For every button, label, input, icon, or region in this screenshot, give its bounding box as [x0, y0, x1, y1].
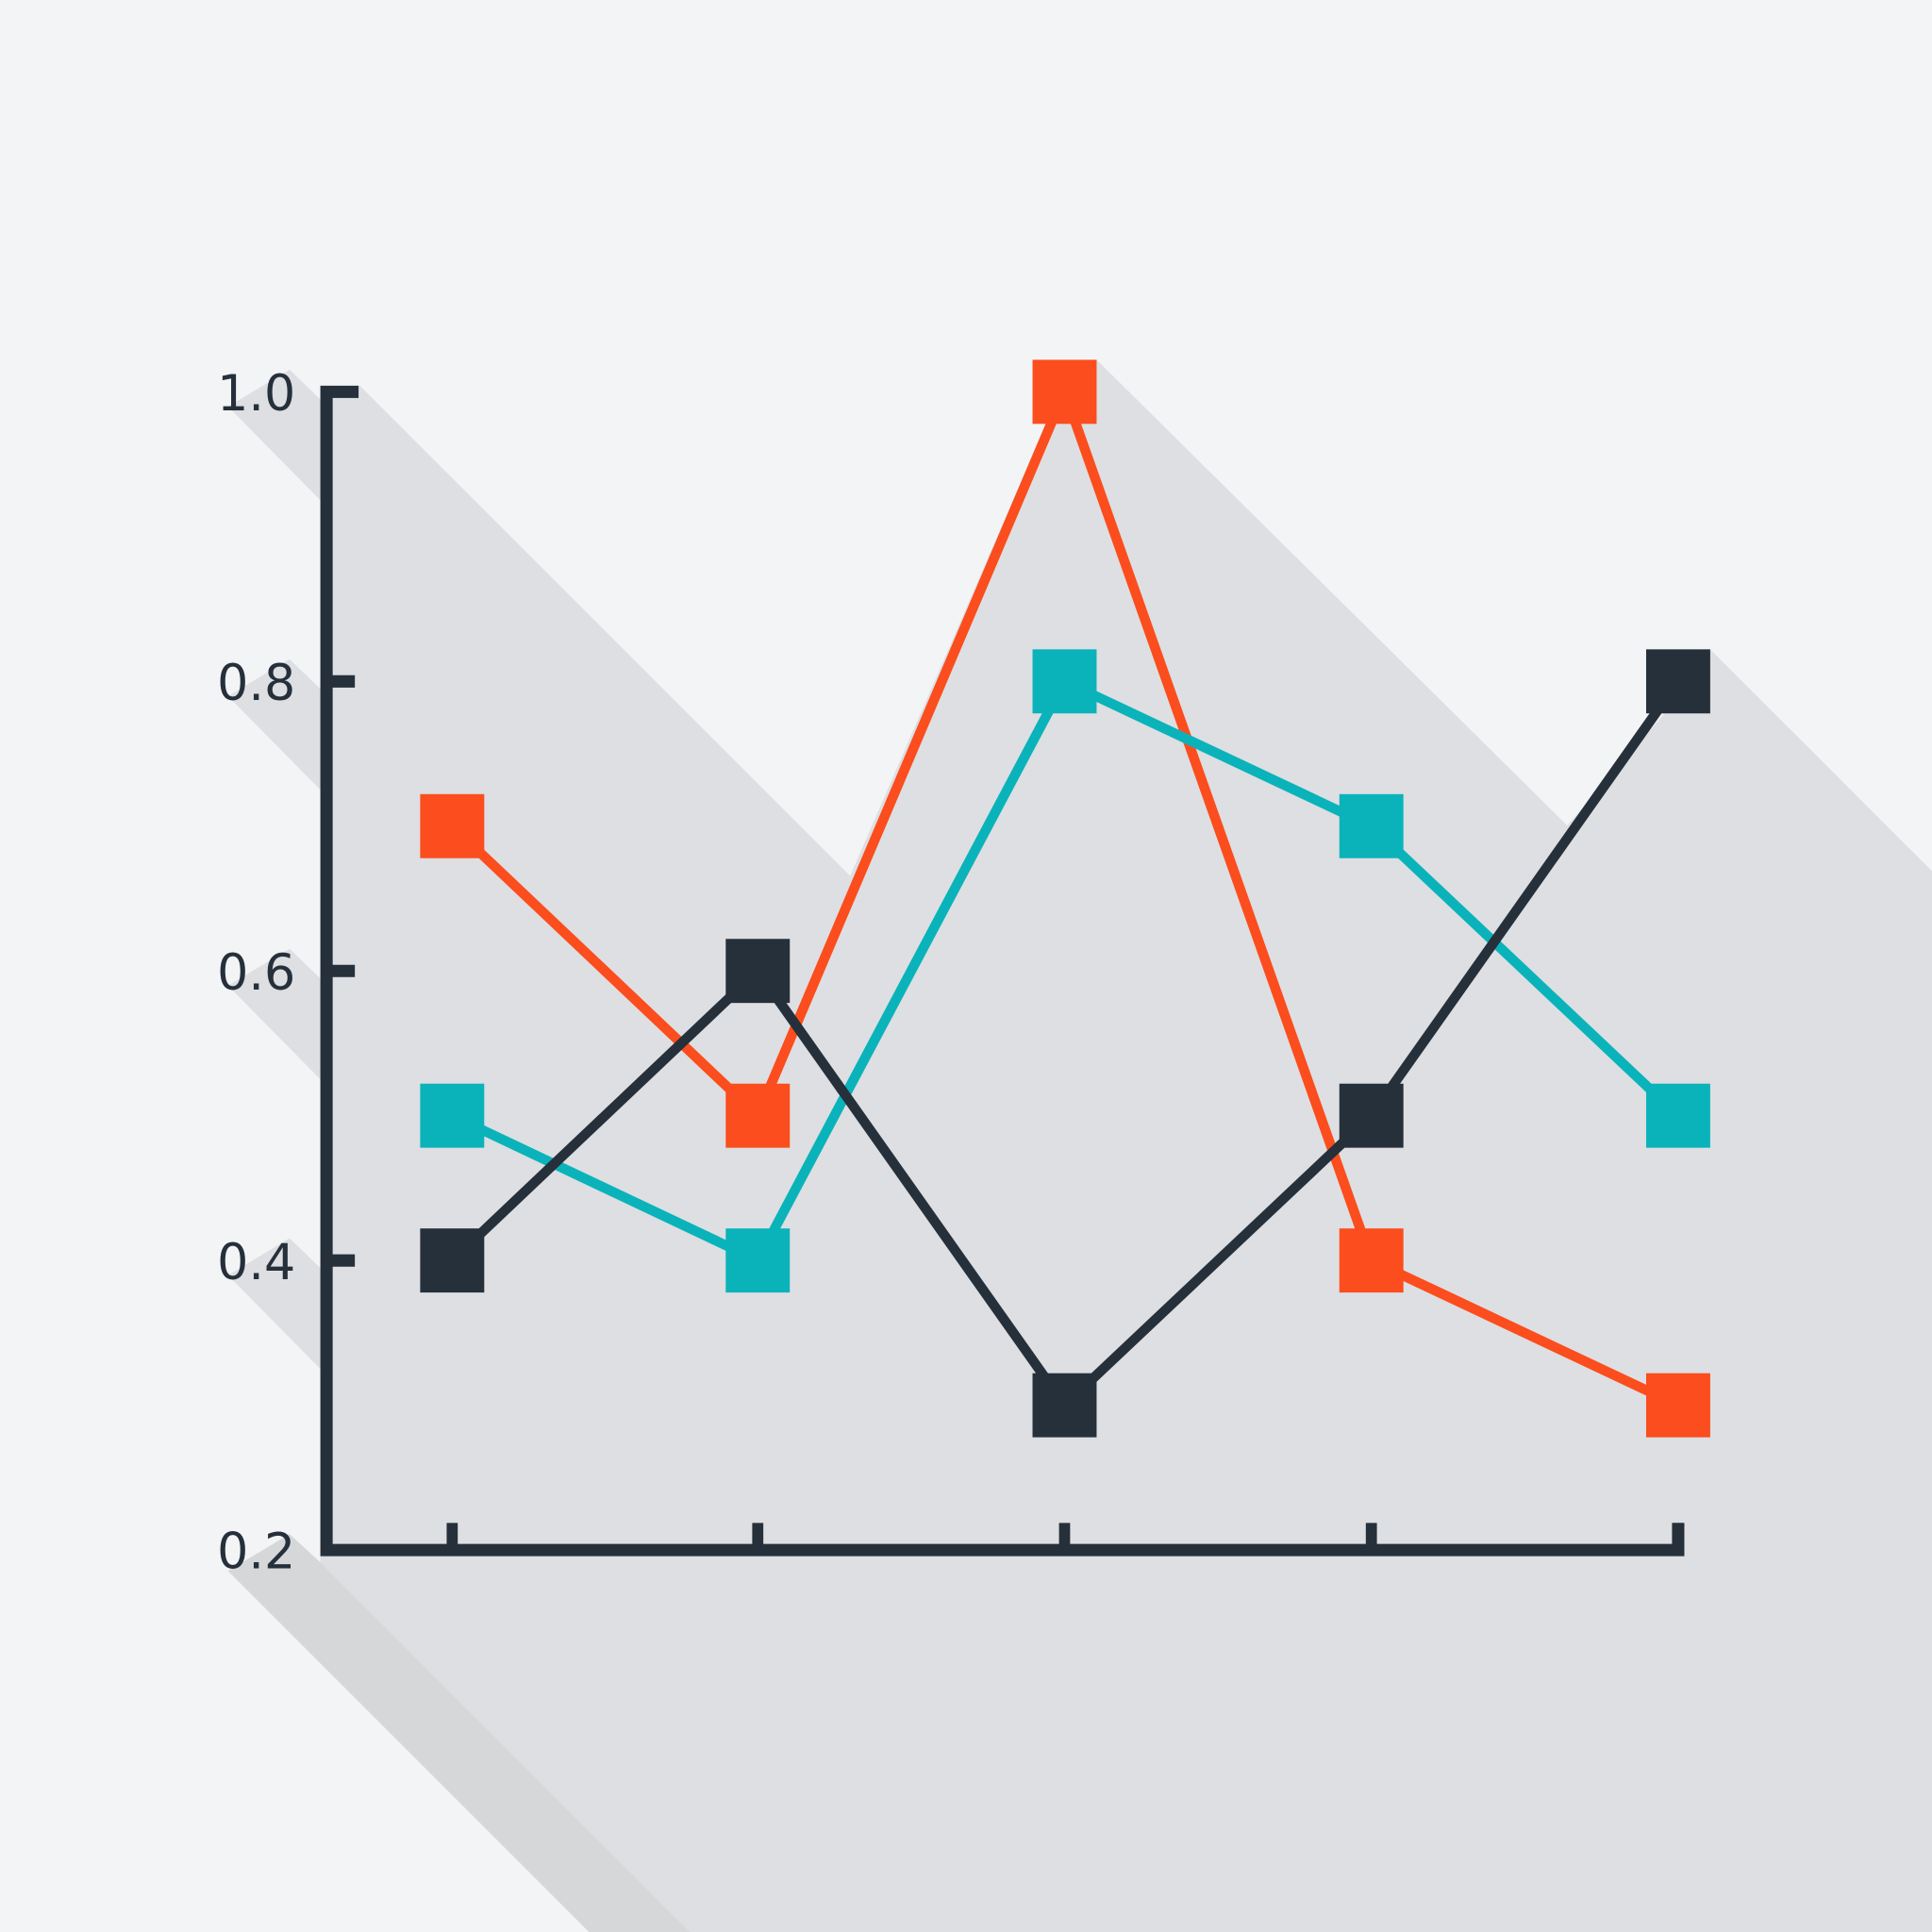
label-shadow	[227, 1238, 324, 1372]
series-1-marker	[1339, 793, 1404, 858]
series-2-marker	[725, 939, 791, 1004]
long-shadow	[227, 359, 1932, 1932]
label-shadow	[227, 948, 324, 1082]
series-1-marker	[1645, 1083, 1710, 1148]
y-tick-labels: 0.2 0.4 0.6 0.8 1.0	[217, 366, 295, 1581]
y-tick-label: 0.6	[217, 945, 295, 1002]
series-2-marker	[420, 1228, 485, 1293]
series-0-marker	[1645, 1373, 1710, 1438]
series-2-marker	[1339, 1083, 1404, 1148]
y-tick-label: 0.8	[217, 656, 295, 712]
y-tick-label: 0.4	[217, 1235, 295, 1291]
series-0-marker	[420, 793, 485, 858]
series-2-marker	[1645, 649, 1710, 714]
series-0-marker	[1032, 359, 1097, 425]
series-1-marker	[1032, 649, 1097, 714]
y-tick-label: 1.0	[217, 366, 295, 423]
shadow-main	[320, 359, 1932, 1932]
series-2-marker	[1032, 1373, 1097, 1438]
series-0-marker	[1339, 1228, 1404, 1293]
series-1-marker	[420, 1083, 485, 1148]
series-1-marker	[725, 1228, 791, 1293]
axes	[320, 385, 1685, 1557]
label-shadow	[227, 658, 324, 792]
shadow-label-02	[227, 1534, 691, 1932]
y-tick-label: 0.2	[217, 1524, 295, 1581]
series-0-marker	[725, 1083, 791, 1148]
series-markers	[420, 359, 1710, 1438]
label-shadow	[227, 369, 324, 503]
tick-label-shadows	[227, 369, 324, 1372]
